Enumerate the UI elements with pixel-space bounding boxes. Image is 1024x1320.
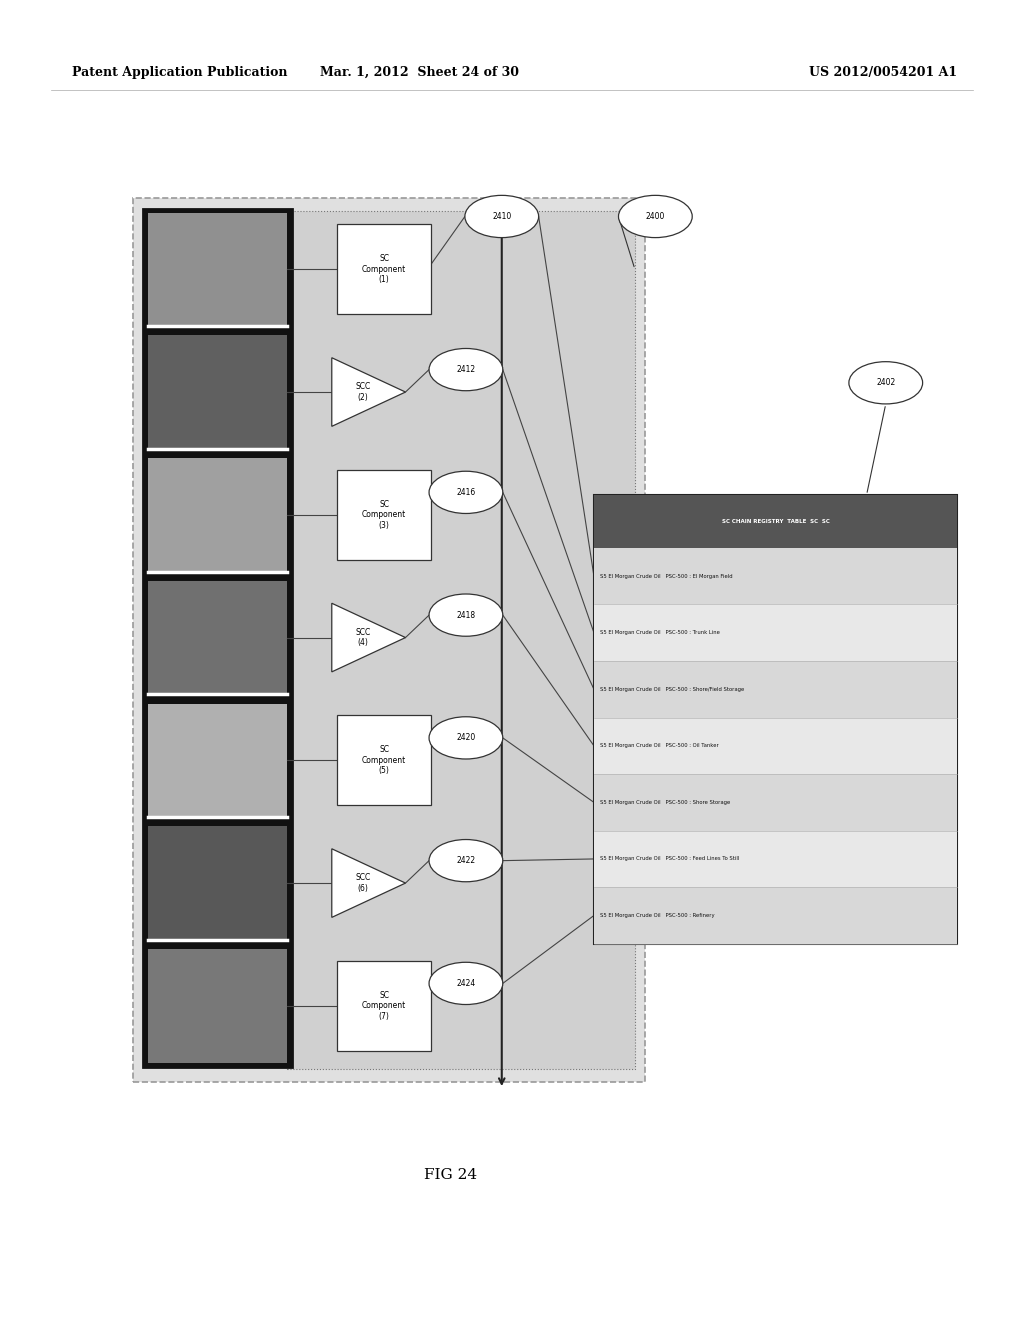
Text: SCC
(2): SCC (2) [355,383,371,401]
FancyBboxPatch shape [338,470,431,560]
Text: S5 El Morgan Crude Oil   PSC-500 : Feed Lines To Still: S5 El Morgan Crude Oil PSC-500 : Feed Li… [600,857,739,862]
Ellipse shape [429,594,503,636]
FancyBboxPatch shape [133,198,645,1082]
Text: 2424: 2424 [457,979,475,987]
FancyBboxPatch shape [148,335,287,449]
Polygon shape [332,358,406,426]
Ellipse shape [429,962,503,1005]
Polygon shape [332,603,406,672]
Text: 2416: 2416 [457,488,475,496]
Text: 2422: 2422 [457,857,475,865]
Text: SC
Component
(5): SC Component (5) [361,746,407,775]
Text: FIG 24: FIG 24 [424,1168,477,1181]
Text: Mar. 1, 2012  Sheet 24 of 30: Mar. 1, 2012 Sheet 24 of 30 [321,66,519,79]
Text: SCC
(4): SCC (4) [355,628,371,647]
Text: SC
Component
(3): SC Component (3) [361,500,407,529]
Text: US 2012/0054201 A1: US 2012/0054201 A1 [809,66,957,79]
Polygon shape [332,849,406,917]
Text: SC CHAIN REGISTRY  TABLE  SC  SC: SC CHAIN REGISTRY TABLE SC SC [722,519,829,524]
Text: 2418: 2418 [457,611,475,619]
FancyBboxPatch shape [287,211,635,1069]
FancyBboxPatch shape [594,830,957,887]
FancyBboxPatch shape [148,949,287,1063]
Ellipse shape [429,840,503,882]
Ellipse shape [429,348,503,391]
FancyBboxPatch shape [143,209,292,1067]
Ellipse shape [618,195,692,238]
Text: SC
Component
(7): SC Component (7) [361,991,407,1020]
Text: SCC
(6): SCC (6) [355,874,371,892]
Text: S5 El Morgan Crude Oil   PSC-500 : Trunk Line: S5 El Morgan Crude Oil PSC-500 : Trunk L… [600,630,720,635]
Text: 2400: 2400 [646,213,665,220]
Text: S5 El Morgan Crude Oil   PSC-500 : Shore Storage: S5 El Morgan Crude Oil PSC-500 : Shore S… [600,800,730,805]
Text: S5 El Morgan Crude Oil   PSC-500 : El Morgan Field: S5 El Morgan Crude Oil PSC-500 : El Morg… [600,574,733,578]
FancyBboxPatch shape [148,213,287,326]
FancyBboxPatch shape [338,715,431,805]
Ellipse shape [849,362,923,404]
Text: 2412: 2412 [457,366,475,374]
FancyBboxPatch shape [338,224,431,314]
FancyBboxPatch shape [148,826,287,940]
FancyBboxPatch shape [148,704,287,817]
FancyBboxPatch shape [594,605,957,661]
FancyBboxPatch shape [594,548,957,605]
Text: S5 El Morgan Crude Oil   PSC-500 : Shore/Field Storage: S5 El Morgan Crude Oil PSC-500 : Shore/F… [600,686,744,692]
FancyBboxPatch shape [148,458,287,572]
FancyBboxPatch shape [594,887,957,944]
Ellipse shape [429,717,503,759]
FancyBboxPatch shape [148,581,287,694]
FancyBboxPatch shape [338,961,431,1051]
Text: 2410: 2410 [493,213,511,220]
FancyBboxPatch shape [594,495,957,548]
FancyBboxPatch shape [594,774,957,830]
Text: SC
Component
(1): SC Component (1) [361,255,407,284]
FancyBboxPatch shape [594,495,957,944]
Ellipse shape [465,195,539,238]
Text: Patent Application Publication: Patent Application Publication [72,66,287,79]
Text: S5 El Morgan Crude Oil   PSC-500 : Refinery: S5 El Morgan Crude Oil PSC-500 : Refiner… [600,913,715,917]
FancyBboxPatch shape [594,718,957,774]
Text: S5 El Morgan Crude Oil   PSC-500 : Oil Tanker: S5 El Morgan Crude Oil PSC-500 : Oil Tan… [600,743,719,748]
FancyBboxPatch shape [594,661,957,718]
Text: 2402: 2402 [877,379,895,387]
Text: 2420: 2420 [457,734,475,742]
Ellipse shape [429,471,503,513]
